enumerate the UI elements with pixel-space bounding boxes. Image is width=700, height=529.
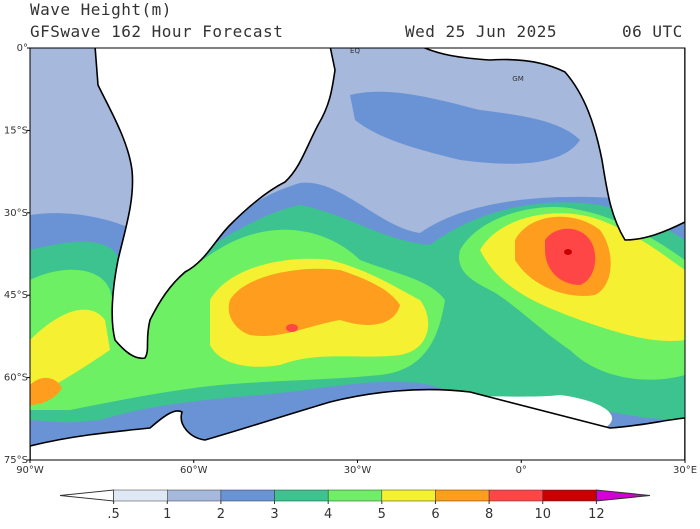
wave-patch bbox=[350, 91, 580, 164]
colorbar-low bbox=[59, 489, 115, 502]
annotation: GM bbox=[512, 75, 523, 83]
date: Wed 25 Jun 2025 bbox=[405, 22, 557, 41]
colorbar-label: 5 bbox=[378, 507, 386, 522]
wave-8-10 bbox=[286, 324, 298, 332]
title: Wave Height(m) bbox=[30, 0, 172, 19]
colorbar-label: .5 bbox=[107, 507, 119, 522]
africa bbox=[422, 48, 685, 241]
colorbar-swatch bbox=[167, 489, 222, 502]
colorbar-label: 10 bbox=[534, 507, 551, 522]
colorbar-label: 8 bbox=[485, 507, 493, 522]
colorbar-swatch bbox=[327, 489, 383, 502]
colorbar-label: 12 bbox=[588, 507, 605, 522]
wave-6-8 bbox=[228, 268, 400, 337]
colorbar-swatch bbox=[542, 489, 597, 502]
wave-5-6 bbox=[30, 309, 110, 395]
colorbar-swatch bbox=[220, 489, 275, 502]
lat-tick-label: 30°S bbox=[4, 208, 28, 219]
colorbar-swatch bbox=[113, 489, 168, 502]
map-area: EQ GM bbox=[30, 47, 685, 460]
colorbar-label: 1 bbox=[163, 507, 171, 522]
lat-tick-label: 15°S bbox=[4, 125, 28, 136]
colorbar-label: 3 bbox=[270, 507, 278, 522]
lat-tick-label: 60°S bbox=[4, 373, 28, 384]
colorbar-label: 4 bbox=[324, 507, 332, 522]
lat-tick-label: 0° bbox=[17, 43, 28, 54]
lon-tick-label: 0° bbox=[516, 465, 527, 476]
wave-6-8 bbox=[30, 377, 62, 405]
time: 06 UTC bbox=[622, 22, 683, 41]
subtitle: GFSwave 162 Hour Forecast bbox=[30, 22, 283, 41]
lon-tick-label: 30°W bbox=[344, 465, 372, 476]
colorbar-high bbox=[595, 489, 651, 502]
lon-tick-label: 30°E bbox=[673, 465, 697, 476]
colorbar-swatch bbox=[274, 489, 329, 502]
colorbar-swatch bbox=[381, 489, 436, 502]
colorbar-swatch bbox=[488, 489, 543, 502]
colorbar-swatch bbox=[435, 489, 490, 502]
colorbar-label: 2 bbox=[217, 507, 225, 522]
lat-tick-label: 45°S bbox=[4, 290, 28, 301]
annotation: EQ bbox=[350, 47, 360, 55]
lon-tick-label: 90°W bbox=[16, 465, 44, 476]
colorbar-label: 6 bbox=[431, 507, 439, 522]
antarctica bbox=[30, 388, 685, 460]
lat-tick-label: 75°S bbox=[4, 455, 28, 466]
south-america bbox=[94, 48, 336, 360]
wave-10-12 bbox=[564, 249, 572, 255]
lon-tick-label: 60°W bbox=[180, 465, 208, 476]
wave-8-10 bbox=[545, 228, 596, 285]
